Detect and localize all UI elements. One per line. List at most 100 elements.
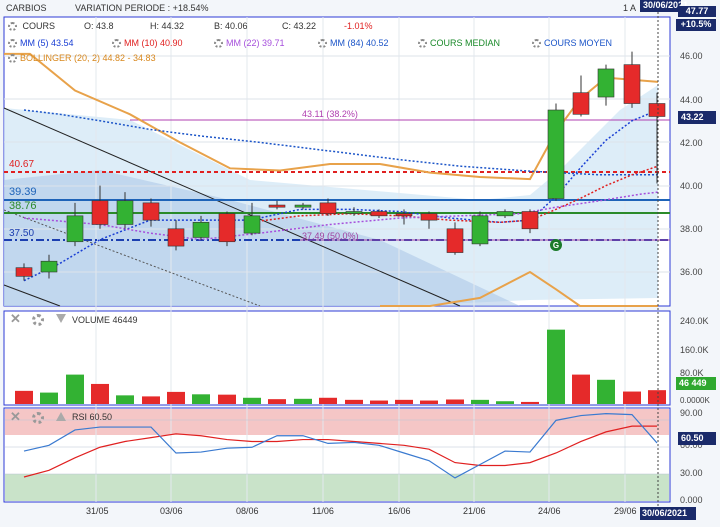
volume-bar[interactable] bbox=[40, 392, 58, 404]
legend-mm84[interactable]: MM (84) 40.52 bbox=[318, 38, 389, 49]
legend-cours[interactable]: COURS bbox=[8, 21, 55, 32]
candle[interactable] bbox=[15, 267, 33, 277]
volume-bar[interactable] bbox=[268, 399, 286, 404]
candle[interactable] bbox=[420, 213, 438, 221]
legend-cours-moyen[interactable]: COURS MOYEN bbox=[532, 38, 612, 49]
signal-marker-label: G bbox=[553, 241, 559, 250]
trend-channel-middle[interactable] bbox=[3, 209, 261, 307]
candle[interactable] bbox=[142, 202, 160, 221]
price-axis-tick: 42.00 bbox=[680, 138, 703, 148]
volume-label: VOLUME 46449 bbox=[72, 315, 138, 325]
candle[interactable] bbox=[192, 222, 210, 238]
gear-icon[interactable] bbox=[532, 39, 541, 49]
volume-bar[interactable] bbox=[319, 397, 337, 404]
volume-bar[interactable] bbox=[243, 397, 261, 404]
volume-bar[interactable] bbox=[395, 399, 413, 404]
volume-axis-tick: 240.0K bbox=[680, 316, 709, 326]
volume-bar[interactable] bbox=[142, 396, 160, 404]
gear-icon[interactable] bbox=[8, 39, 17, 49]
ma10-line[interactable] bbox=[249, 165, 659, 224]
legend-mm22[interactable]: MM (22) 39.71 bbox=[214, 38, 285, 49]
candle[interactable] bbox=[572, 92, 590, 115]
arrow-up-icon[interactable] bbox=[56, 412, 66, 421]
volume-bar[interactable] bbox=[648, 390, 666, 404]
gear-icon[interactable] bbox=[214, 39, 223, 49]
ma84-line[interactable] bbox=[23, 109, 658, 176]
volume-bar[interactable] bbox=[446, 399, 464, 404]
candle[interactable] bbox=[597, 68, 615, 98]
close-icon[interactable]: ✕ bbox=[10, 409, 21, 424]
rsi-axis-tick: 0.000 bbox=[680, 495, 703, 505]
volume-bar[interactable] bbox=[294, 398, 312, 404]
candle[interactable] bbox=[471, 215, 489, 245]
signal-marker[interactable] bbox=[550, 239, 562, 251]
volume-bar[interactable] bbox=[218, 394, 236, 404]
candle[interactable] bbox=[521, 211, 539, 230]
volume-bar[interactable] bbox=[192, 394, 210, 404]
legend-low: B: 40.06 bbox=[214, 21, 248, 31]
volume-bar[interactable] bbox=[572, 374, 590, 404]
rsi-line[interactable] bbox=[23, 413, 658, 479]
candle[interactable] bbox=[167, 228, 185, 247]
legend-close: C: 43.22 bbox=[282, 21, 317, 31]
date-tick: 24/06 bbox=[538, 506, 561, 516]
gear-icon[interactable] bbox=[8, 54, 17, 64]
gear-icon[interactable] bbox=[112, 39, 121, 49]
candle[interactable] bbox=[623, 64, 641, 104]
candle[interactable] bbox=[496, 211, 514, 217]
volume-bar[interactable] bbox=[496, 401, 514, 404]
header-date-box: 30/06/2021 bbox=[640, 0, 688, 12]
volume-bar[interactable] bbox=[521, 401, 539, 404]
period-selector[interactable]: 1 A bbox=[623, 3, 637, 13]
candle[interactable] bbox=[319, 202, 337, 214]
legend-open: O: 43.8 bbox=[84, 21, 114, 31]
candle[interactable] bbox=[66, 215, 84, 243]
volume-bar[interactable] bbox=[66, 374, 84, 404]
candle[interactable] bbox=[218, 213, 236, 243]
candle[interactable] bbox=[40, 260, 58, 273]
gear-icon[interactable] bbox=[318, 39, 327, 49]
bollinger-lower[interactable] bbox=[380, 270, 658, 307]
volume-bar[interactable] bbox=[15, 390, 33, 404]
level-label-40-67: 40.67 bbox=[9, 159, 35, 170]
gear-icon[interactable] bbox=[32, 314, 44, 326]
close-icon[interactable]: ✕ bbox=[10, 311, 21, 326]
candle[interactable] bbox=[268, 204, 286, 208]
legend-cours-median[interactable]: COURS MEDIAN bbox=[418, 38, 500, 49]
volume-bar[interactable] bbox=[370, 400, 388, 404]
date-tick: 21/06 bbox=[463, 506, 486, 516]
candle[interactable] bbox=[395, 213, 413, 217]
legend-bollinger[interactable]: BOLLINGER (20, 2) 44.82 - 34.83 bbox=[8, 53, 156, 64]
trend-channel-upper[interactable] bbox=[3, 107, 461, 307]
rsi-signal-line[interactable] bbox=[23, 425, 657, 478]
candle[interactable] bbox=[648, 103, 666, 117]
volume-bar[interactable] bbox=[116, 395, 134, 404]
gear-icon[interactable] bbox=[32, 412, 44, 424]
volume-bar[interactable] bbox=[167, 391, 185, 404]
candle[interactable] bbox=[294, 204, 312, 208]
legend-mm10-label: MM (10) 40.90 bbox=[124, 38, 183, 48]
candle[interactable] bbox=[446, 228, 464, 253]
candle[interactable] bbox=[243, 215, 261, 234]
candle[interactable] bbox=[370, 211, 388, 217]
volume-bar[interactable] bbox=[420, 400, 438, 404]
legend-mm10[interactable]: MM (10) 40.90 bbox=[112, 38, 183, 49]
candle[interactable] bbox=[547, 109, 565, 199]
legend-mm5[interactable]: MM (5) 43.54 bbox=[8, 38, 74, 49]
price-axis-tick: 44.00 bbox=[680, 95, 703, 105]
volume-bar[interactable] bbox=[91, 383, 109, 404]
volume-bar[interactable] bbox=[471, 399, 489, 404]
gear-icon[interactable] bbox=[8, 22, 17, 32]
arrow-down-icon[interactable] bbox=[56, 314, 66, 323]
volume-bar[interactable] bbox=[597, 379, 615, 404]
volume-bar[interactable] bbox=[547, 329, 565, 404]
volume-bar[interactable] bbox=[623, 391, 641, 404]
candle[interactable] bbox=[345, 211, 363, 214]
gear-icon[interactable] bbox=[418, 39, 427, 49]
trend-channel-lower[interactable] bbox=[3, 284, 61, 307]
bollinger-upper[interactable] bbox=[4, 52, 659, 181]
candle[interactable] bbox=[116, 200, 134, 225]
volume-bar[interactable] bbox=[345, 399, 363, 404]
candle[interactable] bbox=[91, 200, 109, 225]
